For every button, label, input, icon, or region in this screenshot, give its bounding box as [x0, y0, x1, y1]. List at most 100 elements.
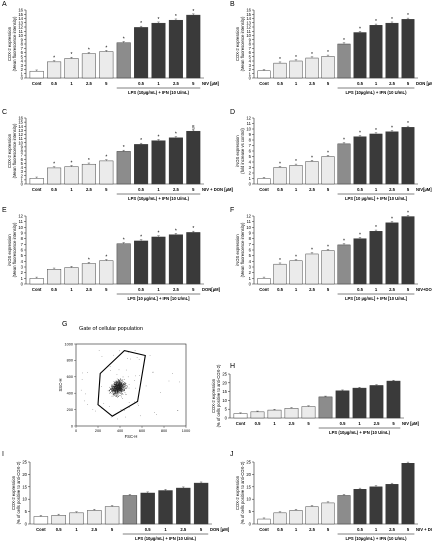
- event-dot: [120, 391, 121, 393]
- y-tick-label-f-5: 5: [249, 253, 252, 258]
- y-tick-label-b-6: 6: [249, 50, 252, 55]
- x-tick-label-f-7: 1: [375, 287, 378, 292]
- event-dot: [122, 376, 124, 378]
- unit-label-h: NIV [µM]: [402, 421, 419, 426]
- event-dot: [85, 393, 86, 395]
- event-dot: [118, 390, 119, 391]
- event-dot: [116, 385, 117, 386]
- event-dot: [114, 384, 116, 386]
- event-dot: [111, 387, 112, 388]
- x-tick-label-i-1: 0.5: [56, 527, 62, 532]
- bar-b-1: [273, 62, 287, 79]
- event-dot: [120, 395, 122, 396]
- bar-i-1: [51, 515, 66, 525]
- event-dot: [119, 388, 121, 389]
- event-dot: [116, 386, 118, 387]
- y-tick-label-c-0: 0: [21, 182, 24, 187]
- y-tick-label-c-15: 15: [18, 120, 23, 125]
- bar-h-5: [318, 396, 333, 419]
- y-tick-label-f-8: 8: [249, 236, 252, 241]
- event-dot: [120, 387, 122, 389]
- event-dot: [125, 383, 127, 385]
- event-dot: [119, 381, 120, 383]
- event-dot: [116, 389, 117, 390]
- event-dot: [116, 394, 118, 395]
- x-tick-label-f-6: 0.5: [357, 287, 363, 292]
- y-tick-label-h-3: 15: [222, 389, 227, 394]
- event-dot: [117, 385, 118, 387]
- significance-mark-a-2: *: [71, 52, 73, 58]
- event-dot: [134, 401, 135, 403]
- event-dot: [119, 384, 120, 386]
- event-dot: [116, 384, 118, 386]
- event-dot: [115, 382, 116, 384]
- event-dot: [122, 384, 123, 386]
- y-tick-label-d-7: 7: [249, 143, 252, 148]
- x-tick-label-a-4: 5: [105, 81, 108, 86]
- event-dot: [122, 384, 124, 386]
- bar-j-6: [353, 489, 367, 525]
- bar-c-2: [64, 166, 79, 185]
- x-axis-label-g: FSC-H: [125, 434, 138, 439]
- y-tick-label-f-0: 0: [249, 282, 252, 287]
- event-dot: [113, 387, 114, 388]
- event-dot: [119, 385, 121, 387]
- event-dot: [114, 386, 116, 387]
- unit-label-b: DON [µM]: [416, 81, 432, 86]
- event-dot: [114, 392, 116, 394]
- significance-mark-e-7: *: [158, 231, 160, 237]
- event-dot: [117, 379, 119, 380]
- event-dot: [119, 387, 121, 389]
- event-dot: [121, 390, 122, 392]
- y-tick-label-h-0: 0: [225, 416, 228, 421]
- event-dot: [116, 393, 117, 394]
- x-tick-label-e-8: 2.5: [173, 287, 179, 292]
- scatter-points-g: [80, 350, 180, 420]
- event-dot: [122, 383, 124, 384]
- event-dot: [112, 386, 114, 388]
- event-dot: [123, 389, 124, 390]
- bar-i-7: [158, 490, 173, 525]
- event-dot: [117, 388, 118, 390]
- event-dot: [116, 382, 118, 384]
- y-tick-label-f-4: 4: [249, 259, 252, 264]
- event-dot: [118, 382, 119, 383]
- event-dot: [116, 392, 118, 393]
- y-tick-label-d-1: 1: [249, 176, 252, 181]
- event-dot: [113, 388, 115, 390]
- event-dot: [112, 389, 114, 390]
- x-tick-label-e-6: 0.5: [138, 287, 144, 292]
- event-dot: [116, 396, 117, 397]
- event-dot: [120, 389, 121, 391]
- event-dot: [123, 384, 124, 385]
- event-dot: [122, 398, 123, 399]
- y-tick-label-a-9: 9: [21, 37, 24, 42]
- y-axis-label-line-i-1: (% of cells positive to anti-COX-2): [16, 461, 21, 524]
- event-dot: [120, 386, 122, 387]
- x-tick-label-d-1: 0.5: [277, 187, 283, 192]
- x-tick-label-b-1: 0.5: [277, 81, 283, 86]
- event-dot: [124, 386, 126, 387]
- event-dot: [109, 389, 111, 390]
- bar-b-7: [369, 25, 383, 79]
- event-dot: [119, 393, 121, 394]
- event-dot: [120, 389, 122, 391]
- bar-j-4: [321, 502, 335, 525]
- bar-e-2: [64, 267, 79, 285]
- event-dot: [119, 389, 121, 391]
- event-dot: [112, 387, 113, 389]
- event-dot: [125, 369, 127, 371]
- event-dot: [110, 416, 112, 418]
- bar-e-3: [81, 263, 96, 285]
- event-dot: [116, 384, 118, 386]
- event-dot: [128, 387, 130, 389]
- x-tick-label-g-4: 800: [161, 429, 167, 433]
- y-tick-label-b-7: 7: [249, 46, 252, 51]
- event-dot: [123, 389, 125, 390]
- event-dot: [115, 388, 117, 390]
- y-tick-label-e-7: 7: [21, 242, 24, 247]
- event-dot: [111, 393, 113, 394]
- event-dot: [118, 383, 119, 385]
- y-tick-label-f-12: 12: [246, 214, 251, 219]
